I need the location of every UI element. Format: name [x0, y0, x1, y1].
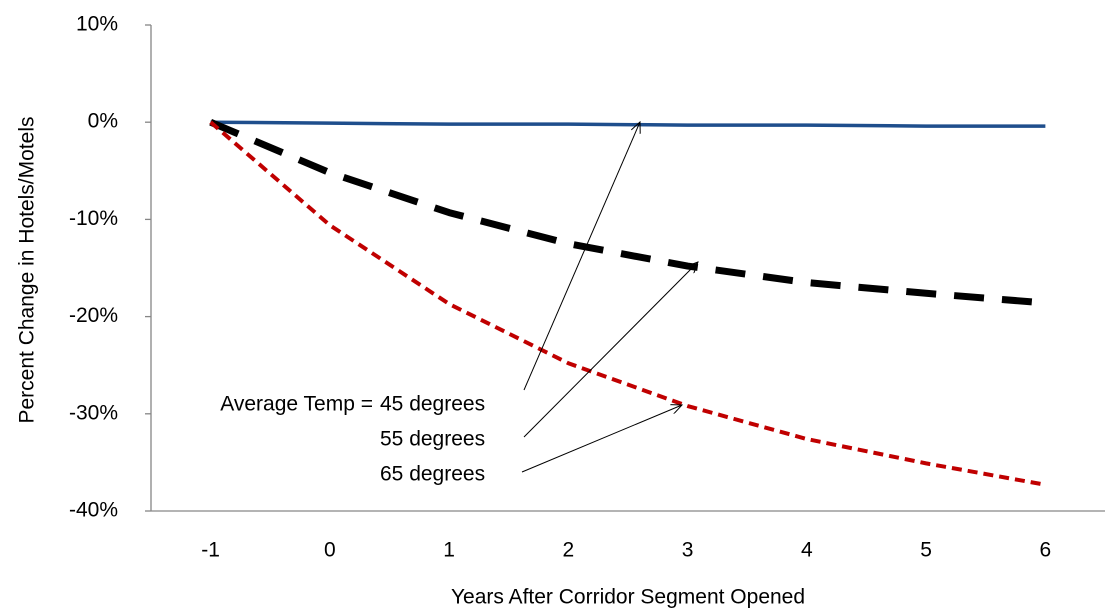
series-label: 45 degrees: [380, 393, 485, 416]
series-line: [209, 120, 1046, 487]
x-tick-label: 2: [563, 539, 575, 562]
y-tick-label: 0%: [88, 110, 118, 133]
y-tick-label: -10%: [69, 207, 118, 230]
arrow: [521, 405, 682, 473]
x-tick-label: -1: [201, 539, 220, 562]
x-tick-label: 0: [324, 539, 336, 562]
y-tick-label: -20%: [69, 304, 118, 327]
x-tick-label: 3: [682, 539, 694, 562]
x-tick-label: 5: [920, 539, 932, 562]
x-tick-label: 4: [801, 539, 813, 562]
x-axis-label: Years After Corridor Segment Opened: [451, 586, 805, 609]
x-tick-label: 6: [1040, 539, 1052, 562]
series-label: 55 degrees: [380, 428, 485, 451]
y-tick-label: -30%: [69, 401, 118, 424]
series-line: [210, 120, 1046, 128]
x-tick-label: 1: [443, 539, 455, 562]
annotation: Average Temp =: [220, 393, 373, 416]
y-tick-label: -40%: [69, 499, 118, 522]
y-tick-label: 10%: [76, 13, 118, 36]
arrow: [523, 262, 698, 438]
series-label: 65 degrees: [380, 463, 485, 486]
arrow: [523, 122, 640, 391]
y-axis-label: Percent Change in Hotels/Motels: [16, 117, 39, 424]
series-line: [209, 118, 1046, 307]
